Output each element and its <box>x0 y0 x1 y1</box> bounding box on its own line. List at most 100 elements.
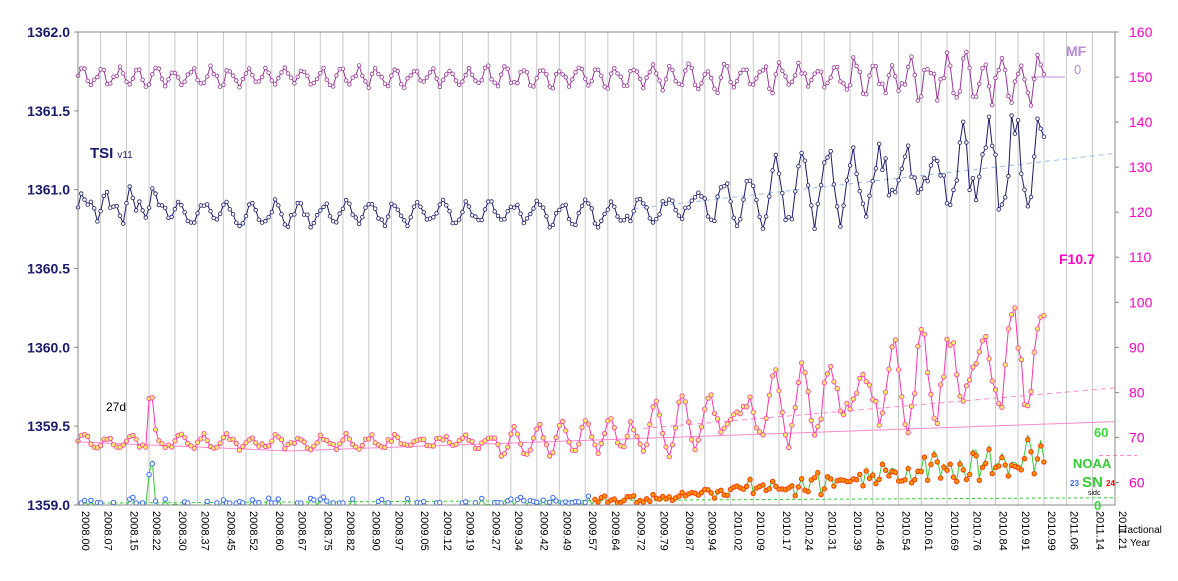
tsi-point <box>127 184 132 189</box>
mf-point <box>570 77 575 82</box>
sn-point <box>249 497 256 503</box>
mf-point <box>705 69 711 74</box>
f107-point <box>408 442 414 448</box>
mf-point <box>1009 100 1014 105</box>
tsi-point <box>153 191 158 196</box>
f107-point <box>653 398 659 404</box>
tsi-point <box>812 226 817 231</box>
mf-point <box>120 71 126 76</box>
mf-point <box>237 84 242 90</box>
x-tick-label: 2008.52 <box>247 511 259 551</box>
f107-point <box>766 392 772 398</box>
sn-point <box>1028 449 1034 455</box>
tsi-point <box>699 194 704 199</box>
mf-point <box>906 64 911 70</box>
tsi-point <box>434 211 439 216</box>
f107-point <box>259 441 265 447</box>
tsi-point <box>463 199 468 204</box>
tsi-point <box>679 216 685 222</box>
mf-point <box>363 79 368 84</box>
tsi-point <box>515 202 520 207</box>
mf-point <box>408 73 413 78</box>
mf-point <box>127 82 132 87</box>
sn-point <box>863 468 869 474</box>
tsi-point <box>986 114 992 119</box>
sn-point <box>553 498 559 504</box>
sn-point <box>611 496 617 502</box>
tsi-point <box>951 187 956 193</box>
f107-point <box>747 394 753 400</box>
f107-point <box>1031 349 1037 355</box>
mf-point <box>314 76 320 82</box>
tsi-point <box>925 178 930 184</box>
y-right-tick-label: 110 <box>1129 249 1152 265</box>
f107-point <box>643 442 650 448</box>
f107-point <box>495 441 501 447</box>
mf-point <box>993 75 998 81</box>
tsi-point <box>192 220 197 225</box>
x-tick-label: 2008.97 <box>392 511 404 551</box>
tsi-point <box>864 214 869 219</box>
f107-point <box>647 421 653 428</box>
sn-point <box>88 497 94 503</box>
mf-point <box>744 67 749 73</box>
tsi-point <box>983 145 988 150</box>
mf-point <box>405 76 410 81</box>
f107-point <box>508 431 514 437</box>
sn-point <box>766 486 772 492</box>
f107-point <box>1012 305 1018 311</box>
mf-point <box>444 72 449 77</box>
mf-point <box>292 81 297 86</box>
tsi-point <box>204 202 210 207</box>
f107-point <box>547 453 553 459</box>
tsi-point <box>1028 194 1034 200</box>
tsi-point <box>482 207 488 212</box>
sn-point <box>882 467 889 473</box>
tsi-point <box>327 213 333 219</box>
mf-point <box>431 66 436 71</box>
f107-point <box>120 442 126 448</box>
sn-point <box>550 494 556 501</box>
mf-point <box>780 68 785 73</box>
f107-point <box>459 435 465 441</box>
tsi-point <box>763 214 769 219</box>
sn-cycle24-label: 24 <box>1106 479 1115 488</box>
tsi-point <box>657 212 662 217</box>
mf-point <box>179 82 184 88</box>
f107-point <box>579 424 585 430</box>
mf-point <box>715 90 720 96</box>
f107-point <box>430 443 436 449</box>
tsi-point <box>621 217 627 223</box>
mf-point <box>137 67 142 72</box>
mf-point <box>185 72 190 77</box>
x-tick-label: 2010.61 <box>922 511 934 551</box>
f107-point <box>640 448 646 454</box>
y-right-tick-label: 80 <box>1129 384 1145 400</box>
sn-point <box>385 500 391 506</box>
sn-point <box>162 496 168 502</box>
tsi-point <box>579 203 585 209</box>
x-tick-label: 2008.45 <box>224 511 236 551</box>
sn-point <box>773 483 779 489</box>
tsi-point <box>573 222 578 228</box>
tsi-point <box>495 213 501 219</box>
sn-point <box>647 498 653 504</box>
sn-point <box>792 493 798 499</box>
f107-point <box>107 435 113 441</box>
mf-point <box>902 82 908 87</box>
tsi-point <box>608 199 614 204</box>
sn-point <box>705 487 711 493</box>
tsi-point <box>534 198 539 203</box>
f107-point <box>811 432 818 438</box>
mf-point <box>802 71 808 76</box>
mf-point <box>482 65 488 70</box>
sn-point <box>724 492 730 498</box>
f107-point <box>973 360 979 367</box>
tsi-point <box>809 203 814 208</box>
tsi-point <box>415 199 420 205</box>
f107-point <box>130 432 136 439</box>
f107-point <box>727 417 734 423</box>
mf-point <box>553 71 559 77</box>
mf-point <box>773 72 778 77</box>
tsi-point <box>130 195 136 201</box>
